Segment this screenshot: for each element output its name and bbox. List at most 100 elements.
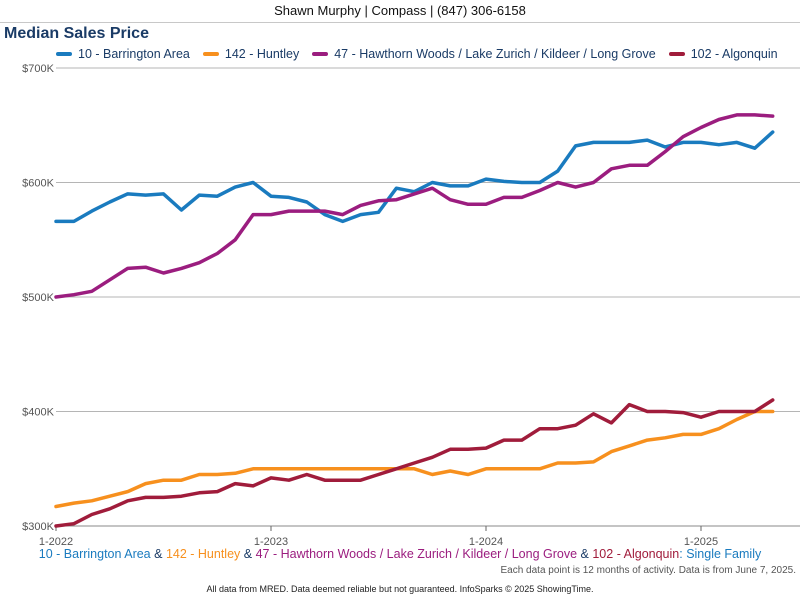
data-point-10 <box>234 185 237 188</box>
data-point-10 <box>753 147 756 150</box>
series-line-102 <box>54 398 775 528</box>
data-point-47 <box>466 203 469 206</box>
subtitle-part: 102 - Algonquin <box>592 547 680 561</box>
legend-item[interactable]: 10 - Barrington Area <box>56 47 190 61</box>
data-point-102 <box>359 479 362 482</box>
data-point-102 <box>72 522 75 525</box>
data-point-102 <box>735 410 738 413</box>
legend-label: 142 - Huntley <box>224 47 300 61</box>
data-point-142 <box>323 467 326 470</box>
series-line-47 <box>54 113 775 299</box>
subtitle-part: 47 - Hawthorn Woods / Lake Zurich / Kild… <box>255 547 578 561</box>
data-point-102 <box>323 479 326 482</box>
legend-swatch <box>312 52 329 56</box>
data-point-102 <box>538 427 541 430</box>
series-line-142 <box>54 409 775 509</box>
data-point-10 <box>180 208 183 211</box>
x-tick-label: 1-2025 <box>684 536 718 548</box>
data-point-142 <box>449 469 452 472</box>
data-point-102 <box>198 491 201 494</box>
legend-label: 47 - Hawthorn Woods / Lake Zurich / Kild… <box>334 47 656 61</box>
data-point-10 <box>108 200 111 203</box>
data-point-10 <box>305 200 308 203</box>
data-point-47 <box>735 113 738 116</box>
series-line-10 <box>54 130 775 224</box>
data-point-142 <box>735 418 738 421</box>
legend-item[interactable]: 142 - Huntley <box>202 47 300 61</box>
data-point-142 <box>269 467 272 470</box>
data-point-142 <box>90 499 93 502</box>
data-point-102 <box>269 476 272 479</box>
data-point-47 <box>646 164 649 167</box>
legend-item[interactable]: 102 - Algonquin <box>668 47 778 61</box>
legend-swatch <box>668 52 685 56</box>
data-point-10 <box>198 193 201 196</box>
data-point-102 <box>574 424 577 427</box>
data-point-10 <box>717 143 720 146</box>
data-point-142 <box>72 501 75 504</box>
data-point-142 <box>646 438 649 441</box>
data-point-142 <box>502 467 505 470</box>
data-point-102 <box>108 507 111 510</box>
data-point-10 <box>771 130 774 133</box>
data-point-47 <box>502 196 505 199</box>
data-point-47 <box>717 118 720 121</box>
data-point-47 <box>449 198 452 201</box>
data-point-102 <box>449 448 452 451</box>
data-point-102 <box>681 411 684 414</box>
data-point-102 <box>162 496 165 499</box>
data-point-142 <box>144 482 147 485</box>
legend-swatch <box>56 52 72 56</box>
data-point-142 <box>251 467 254 470</box>
data-point-142 <box>377 467 380 470</box>
data-point-142 <box>287 467 290 470</box>
data-point-142 <box>180 479 183 482</box>
data-point-10 <box>72 220 75 223</box>
data-point-102 <box>628 403 631 406</box>
data-point-102 <box>753 410 756 413</box>
data-point-102 <box>717 410 720 413</box>
data-point-142 <box>664 436 667 439</box>
data-point-47 <box>180 267 183 270</box>
data-point-142 <box>592 460 595 463</box>
x-tick-label: 1-2023 <box>254 536 288 548</box>
data-point-102 <box>484 446 487 449</box>
data-point-10 <box>90 209 93 212</box>
x-tick-label: 1-2022 <box>39 536 73 548</box>
data-point-142 <box>681 433 684 436</box>
data-point-47 <box>395 198 398 201</box>
y-tick-label: $500K <box>22 292 54 304</box>
data-point-47 <box>359 204 362 207</box>
data-point-47 <box>592 181 595 184</box>
data-point-47 <box>664 150 667 153</box>
subtitle-part: 10 - Barrington Area <box>38 547 151 561</box>
data-point-10 <box>377 211 380 214</box>
legend-item[interactable]: 47 - Hawthorn Woods / Lake Zurich / Kild… <box>312 47 656 61</box>
data-point-142 <box>341 467 344 470</box>
data-point-10 <box>538 181 541 184</box>
data-point-47 <box>520 196 523 199</box>
data-point-10 <box>628 141 631 144</box>
data-point-102 <box>144 496 147 499</box>
data-point-10 <box>574 144 577 147</box>
data-point-47 <box>574 185 577 188</box>
data-point-47 <box>269 213 272 216</box>
y-tick-label: $700K <box>22 63 54 75</box>
data-point-47 <box>771 114 774 117</box>
x-tick-label: 1-2024 <box>469 536 503 548</box>
data-point-142 <box>54 505 57 508</box>
data-point-10 <box>144 193 147 196</box>
data-point-102 <box>664 410 667 413</box>
data-point-102 <box>251 484 254 487</box>
data-point-10 <box>681 141 684 144</box>
data-point-102 <box>126 499 129 502</box>
data-point-142 <box>484 467 487 470</box>
data-point-102 <box>413 461 416 464</box>
data-point-10 <box>466 184 469 187</box>
data-point-47 <box>556 181 559 184</box>
data-point-142 <box>234 472 237 475</box>
data-point-10 <box>735 141 738 144</box>
legend-swatch <box>202 52 219 56</box>
data-point-47 <box>538 189 541 192</box>
data-point-102 <box>234 482 237 485</box>
